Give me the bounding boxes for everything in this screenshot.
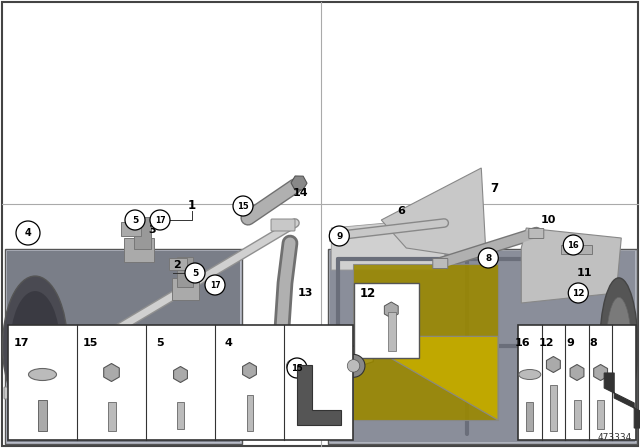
Text: 16: 16 — [568, 241, 579, 250]
FancyBboxPatch shape — [550, 384, 557, 431]
Polygon shape — [353, 264, 498, 420]
Text: 5: 5 — [132, 215, 138, 224]
Text: 3: 3 — [148, 225, 156, 235]
Polygon shape — [332, 218, 446, 270]
FancyBboxPatch shape — [271, 219, 295, 231]
Circle shape — [478, 248, 499, 268]
FancyBboxPatch shape — [388, 311, 396, 350]
FancyBboxPatch shape — [433, 258, 448, 268]
Circle shape — [281, 354, 304, 377]
Circle shape — [329, 226, 349, 246]
Circle shape — [287, 358, 307, 378]
Text: 17: 17 — [155, 215, 165, 224]
FancyBboxPatch shape — [561, 245, 592, 254]
Circle shape — [150, 210, 170, 230]
Text: 13: 13 — [298, 288, 313, 298]
Text: 4: 4 — [225, 338, 233, 348]
Polygon shape — [521, 228, 621, 303]
Text: 5: 5 — [192, 268, 198, 277]
FancyBboxPatch shape — [169, 258, 187, 270]
Circle shape — [348, 360, 360, 372]
Text: 4: 4 — [24, 228, 31, 238]
Polygon shape — [294, 329, 316, 345]
Text: 15: 15 — [291, 363, 303, 372]
FancyBboxPatch shape — [177, 401, 184, 428]
FancyBboxPatch shape — [8, 325, 353, 440]
FancyBboxPatch shape — [70, 341, 189, 429]
Polygon shape — [381, 168, 486, 260]
FancyBboxPatch shape — [38, 400, 47, 431]
Circle shape — [16, 221, 40, 245]
FancyBboxPatch shape — [573, 400, 580, 428]
Text: 9: 9 — [566, 338, 574, 348]
FancyBboxPatch shape — [65, 326, 195, 434]
Text: 11: 11 — [577, 268, 592, 278]
FancyBboxPatch shape — [529, 228, 544, 238]
Text: 5: 5 — [156, 338, 164, 348]
FancyBboxPatch shape — [108, 401, 115, 431]
Ellipse shape — [606, 297, 631, 395]
FancyBboxPatch shape — [4, 387, 34, 399]
Polygon shape — [269, 341, 373, 367]
Circle shape — [287, 360, 299, 372]
FancyBboxPatch shape — [246, 395, 253, 431]
Text: 12: 12 — [572, 289, 584, 297]
FancyBboxPatch shape — [330, 250, 635, 442]
Polygon shape — [604, 373, 640, 428]
FancyBboxPatch shape — [597, 400, 604, 428]
Text: 473334: 473334 — [598, 433, 632, 442]
FancyBboxPatch shape — [134, 217, 151, 249]
Text: 7: 7 — [490, 181, 499, 194]
Circle shape — [125, 210, 145, 230]
Text: 6: 6 — [397, 206, 405, 216]
Circle shape — [185, 263, 205, 283]
Circle shape — [563, 235, 583, 255]
FancyBboxPatch shape — [5, 249, 242, 444]
Circle shape — [342, 354, 365, 377]
FancyBboxPatch shape — [330, 231, 343, 241]
Text: 9: 9 — [336, 232, 342, 241]
Ellipse shape — [519, 370, 541, 379]
Polygon shape — [296, 365, 340, 425]
FancyBboxPatch shape — [355, 283, 419, 358]
Ellipse shape — [29, 369, 56, 380]
Text: 17: 17 — [210, 280, 220, 289]
Text: 15: 15 — [237, 202, 249, 211]
Ellipse shape — [3, 276, 68, 416]
Text: 14: 14 — [292, 188, 308, 198]
Ellipse shape — [600, 278, 638, 414]
FancyBboxPatch shape — [177, 257, 193, 287]
FancyBboxPatch shape — [172, 278, 199, 300]
Circle shape — [233, 196, 253, 216]
FancyBboxPatch shape — [121, 222, 141, 236]
Circle shape — [568, 283, 588, 303]
Polygon shape — [317, 329, 346, 345]
FancyBboxPatch shape — [526, 401, 533, 431]
Polygon shape — [353, 336, 498, 420]
FancyBboxPatch shape — [124, 238, 154, 262]
Text: 15: 15 — [83, 338, 99, 348]
Text: 12: 12 — [539, 338, 554, 348]
Circle shape — [205, 275, 225, 295]
FancyBboxPatch shape — [7, 250, 240, 442]
Text: 12: 12 — [360, 287, 376, 300]
Text: 1: 1 — [188, 198, 196, 211]
Text: 2: 2 — [173, 260, 181, 270]
FancyBboxPatch shape — [328, 249, 637, 444]
Ellipse shape — [10, 291, 60, 401]
Text: 8: 8 — [485, 254, 492, 263]
Text: 17: 17 — [14, 338, 29, 348]
FancyBboxPatch shape — [518, 325, 636, 440]
Text: 16: 16 — [515, 338, 531, 348]
Text: 10: 10 — [541, 215, 556, 225]
Text: 8: 8 — [589, 338, 597, 348]
